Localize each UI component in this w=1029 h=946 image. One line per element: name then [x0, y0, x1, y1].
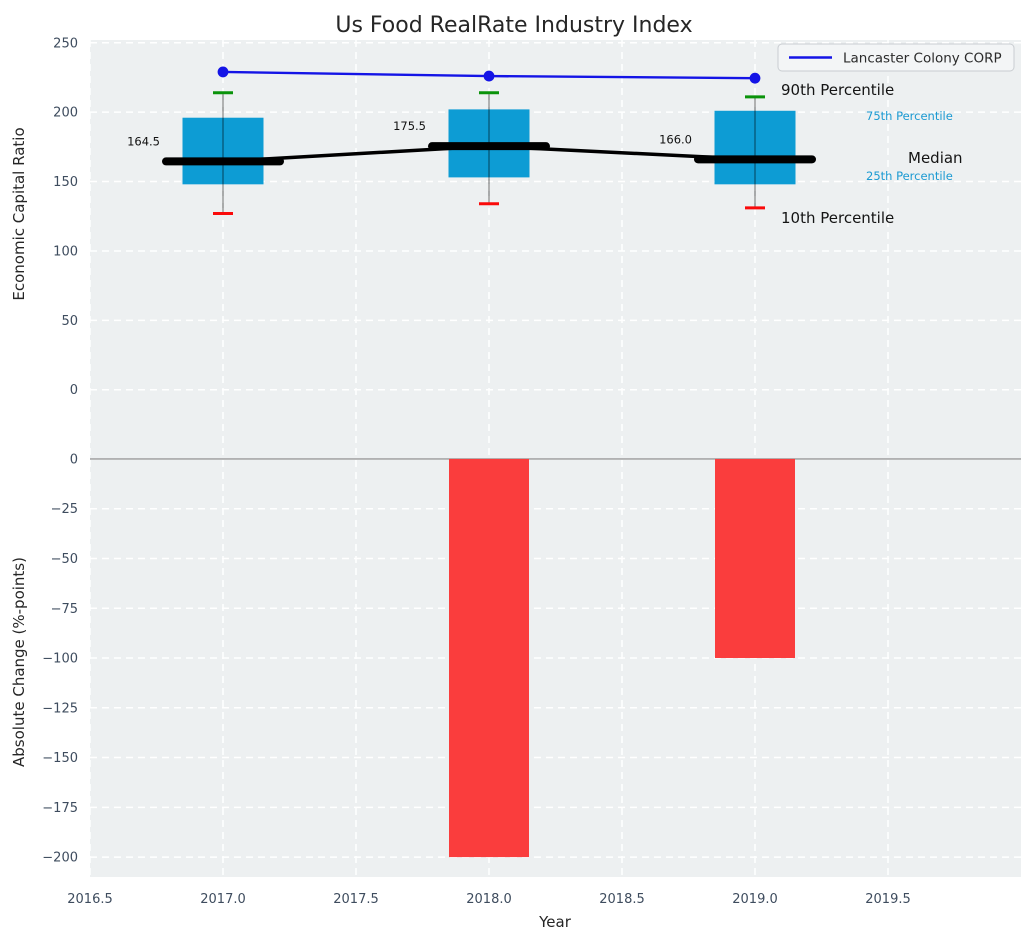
company-point — [217, 66, 229, 78]
y-tick-label-bottom: −50 — [51, 552, 78, 567]
y-tick-label-top: 100 — [53, 244, 78, 259]
company-point — [483, 70, 495, 82]
y-axis-label-top: Economic Capital Ratio — [10, 127, 28, 300]
y-tick-label-bottom: −125 — [42, 701, 78, 716]
median-value-label: 175.5 — [393, 119, 426, 133]
bar — [449, 458, 529, 858]
box — [714, 110, 796, 185]
box — [182, 117, 264, 185]
y-tick-label-bottom: −25 — [51, 502, 78, 517]
y-tick-label-top: 200 — [53, 106, 78, 121]
x-tick-label: 2018.0 — [466, 892, 512, 907]
y-tick-label-bottom: −100 — [42, 652, 78, 667]
legend-frame — [777, 43, 1015, 72]
legend-label: Lancaster Colony CORP — [843, 51, 1002, 67]
annotation-75th-percentile: 75th Percentile — [866, 109, 953, 123]
y-tick-label-top: 150 — [53, 175, 78, 190]
annotation-25th-percentile: 25th Percentile — [866, 169, 953, 183]
x-tick-label: 2017.5 — [333, 892, 379, 907]
x-axis-label: Year — [538, 913, 572, 931]
x-tick-label: 2016.5 — [67, 892, 113, 907]
annotation-10th-percentile: 10th Percentile — [781, 209, 894, 227]
legend: Lancaster Colony CORP — [777, 43, 1015, 72]
y-tick-label-bottom: −200 — [42, 851, 78, 866]
y-tick-label-bottom: −175 — [42, 801, 78, 816]
y-tick-label-bottom: −150 — [42, 751, 78, 766]
bar — [715, 458, 795, 659]
median-value-label: 166.0 — [659, 132, 692, 146]
y-tick-label-top: 250 — [53, 36, 78, 51]
x-tick-label: 2019.0 — [732, 892, 778, 907]
company-point — [749, 72, 761, 84]
y-tick-label-top: 0 — [70, 383, 78, 398]
chart-title: Us Food RealRate Industry Index — [335, 13, 692, 38]
x-tick-label: 2018.5 — [599, 892, 645, 907]
x-tick-label: 2017.0 — [200, 892, 246, 907]
y-tick-label-top: 50 — [61, 314, 78, 329]
y-tick-label-bottom: 0 — [70, 452, 78, 467]
y-axis-label-bottom: Absolute Change (%-points) — [10, 557, 28, 767]
median-value-label: 164.5 — [127, 134, 160, 148]
y-tick-label-bottom: −75 — [51, 602, 78, 617]
annotation-median: Median — [908, 149, 963, 167]
annotation-90th-percentile: 90th Percentile — [781, 81, 894, 99]
x-tick-label: 2019.5 — [865, 892, 911, 907]
chart-plot-layer: 164.5 175.5 166.0 0 50 100 150 200 250 0 −25 −50 −75… — [42, 36, 1021, 907]
